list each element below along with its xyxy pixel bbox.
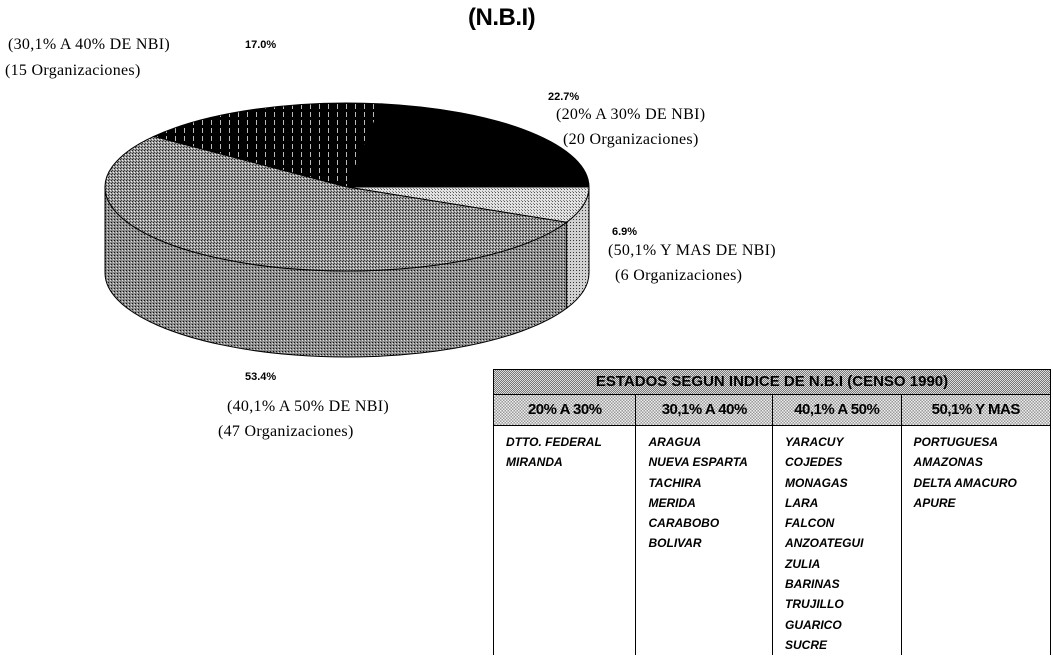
state-item: GUARICO	[785, 617, 842, 632]
slice-label-range: (40,1% A 50% DE NBI)	[227, 398, 389, 415]
column-header: 30,1% A 40%	[636, 395, 772, 426]
table-column: 50,1% Y MAS PORTUGUESA AMAZONAS DELTA AMACU…	[901, 395, 1050, 655]
state-item: PORTUGUESA	[913, 435, 998, 449]
state-item: LARA	[785, 495, 819, 510]
table-title: ESTADOS SEGUN INDICE DE N.B.I (CENSO 199…	[494, 370, 1050, 395]
state-list: DTTO. FEDERAL MIRANDA	[494, 426, 635, 473]
slice-label-pct: 22.7%	[548, 91, 580, 103]
slice-label-pct: 53.4%	[245, 371, 277, 383]
slice-label-range: (20% A 30% DE NBI)	[556, 106, 706, 123]
state-list: ARAGUA NUEVA ESPARTA TACHIRA MERIDA CARABOBO…	[636, 426, 772, 554]
slice-label-count: (15 Organizaciones)	[5, 62, 141, 79]
state-item: DELTA AMACURO	[913, 475, 1017, 490]
state-list: PORTUGUESA AMAZONAS DELTA AMACURO APURE	[902, 426, 1050, 513]
slice-label-range: (30,1% A 40% DE NBI)	[8, 36, 170, 53]
slice-label-count: (6 Organizaciones)	[615, 267, 743, 284]
state-item: BOLIVAR	[648, 536, 702, 551]
state-item: AMAZONAS	[913, 455, 983, 470]
slice-label-pct: 6.9%	[612, 226, 638, 238]
state-item: SUCRE	[785, 637, 828, 652]
pie-slice	[346, 186, 590, 223]
pie-slice	[346, 103, 590, 188]
chart-title: (N.B.I)	[468, 4, 536, 31]
slice-label-count: (47 Organizaciones)	[218, 423, 354, 440]
state-item: TRUJILLO	[785, 597, 844, 612]
slice-label-pct: 17.0%	[245, 39, 277, 51]
pie-slice	[152, 102, 383, 188]
state-item: MONAGAS	[785, 475, 848, 490]
column-header: 40,1% A 50%	[773, 395, 901, 426]
state-item: MIRANDA	[506, 455, 563, 470]
state-item: YARACUY	[785, 435, 844, 449]
state-item: BARINAS	[785, 577, 840, 592]
state-item: TACHIRA	[648, 475, 702, 490]
state-item: ZULIA	[785, 556, 821, 571]
column-header: 50,1% Y MAS	[901, 395, 1050, 426]
table-column: 20% A 30% DTTO. FEDERAL MIRANDA	[494, 395, 637, 655]
states-table: ESTADOS SEGUN INDICE DE N.B.I (CENSO 199…	[493, 369, 1051, 655]
state-item: ARAGUA	[648, 435, 702, 449]
state-item: MERIDA	[648, 495, 696, 510]
table-column: 40,1% A 50% YARACUY COJEDES MONAGAS LARA FALC…	[773, 395, 902, 655]
slice-label-count: (20 Organizaciones)	[563, 131, 699, 148]
table-column: 30,1% A 40% ARAGUA NUEVA ESPARTA TACHIRA MER…	[636, 395, 773, 655]
state-list: YARACUY COJEDES MONAGAS LARA FALCON ANZOATEGU…	[773, 426, 901, 655]
column-header: 20% A 30%	[494, 395, 636, 426]
state-item: APURE	[913, 495, 956, 510]
slice-label-range: (50,1% Y MAS DE NBI)	[608, 242, 776, 259]
state-item: DTTO. FEDERAL	[506, 435, 602, 449]
state-item: CARABOBO	[648, 516, 720, 531]
pie-slice	[104, 135, 568, 272]
state-item: FALCON	[785, 516, 835, 531]
state-item: ANZOATEGUI	[785, 536, 864, 551]
state-item: COJEDES	[785, 455, 843, 470]
state-item: NUEVA ESPARTA	[648, 455, 748, 470]
pie-chart	[104, 102, 590, 358]
